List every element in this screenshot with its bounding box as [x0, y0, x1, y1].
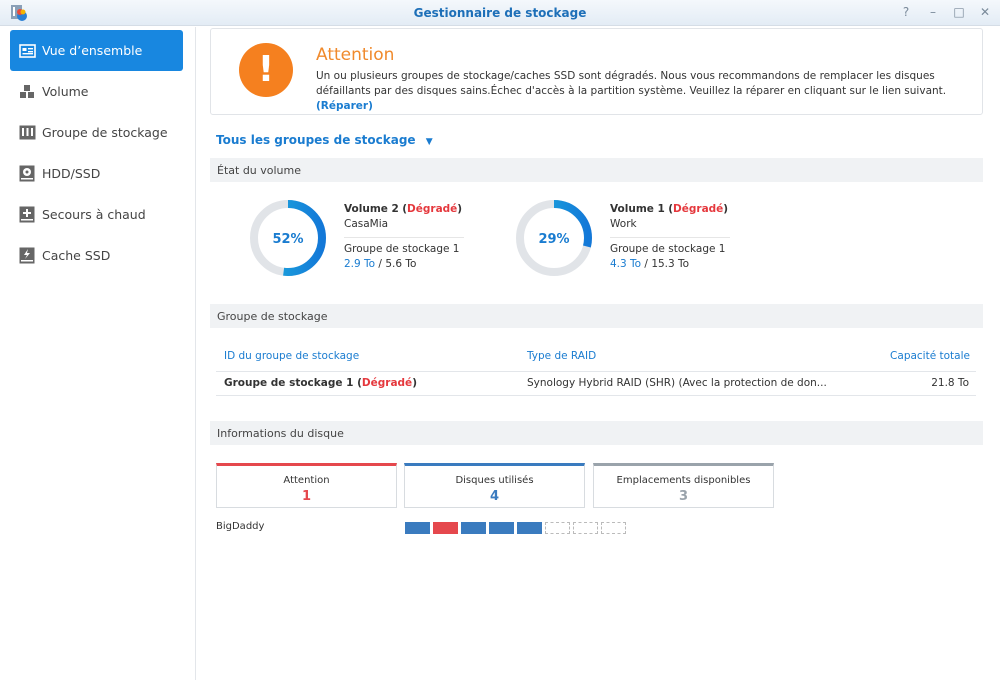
sidebar: Vue d’ensemble Volume Groupe de stockage… — [0, 27, 196, 680]
disk-slot-used[interactable] — [405, 522, 430, 534]
alert-message: Un ou plusieurs groupes de stockage/cach… — [316, 69, 976, 114]
pool-section-header: Groupe de stockage — [210, 304, 983, 328]
sidebar-item-ssd-cache[interactable]: Cache SSD — [10, 235, 183, 276]
card-label: Disques utilisés — [455, 475, 534, 486]
capacity-cell: 21.8 To — [931, 377, 969, 389]
pool-id: Groupe de stockage 1 — [224, 377, 354, 389]
disk-slot-empty[interactable] — [601, 522, 626, 534]
app-logo-icon — [11, 5, 27, 21]
sidebar-item-overview[interactable]: Vue d’ensemble — [10, 30, 183, 71]
volume-used: 2.9 To — [344, 258, 376, 270]
used-disks-card[interactable]: Disques utilisés 4 — [404, 463, 585, 508]
alert-text: Un ou plusieurs groupes de stockage/cach… — [316, 70, 947, 97]
donut-percent: 52% — [272, 232, 303, 247]
pool-filter-dropdown[interactable]: Tous les groupes de stockage ▼ — [216, 133, 433, 147]
sidebar-item-hdd-ssd[interactable]: HDD/SSD — [10, 153, 183, 194]
volume-name: Volume 2 — [344, 203, 399, 215]
overview-icon — [18, 42, 36, 60]
card-value: 4 — [489, 489, 500, 504]
hdd-icon — [18, 165, 36, 183]
disk-slot-empty[interactable] — [545, 522, 570, 534]
window-title: Gestionnaire de stockage — [413, 6, 587, 20]
title-bar: Gestionnaire de stockage ? – □ ✕ — [0, 0, 1000, 26]
volume-total: 15.3 To — [651, 258, 690, 270]
disk-slot-warning[interactable] — [433, 522, 458, 534]
column-header-raid-type[interactable]: Type de RAID — [527, 350, 597, 362]
repair-link[interactable]: (Réparer) — [316, 100, 373, 112]
donut-fill — [516, 200, 592, 276]
device-name: BigDaddy — [216, 521, 265, 532]
status-badge: Dégradé — [673, 203, 724, 215]
raid-type-cell: Synology Hybrid RAID (SHR) (Avec la prot… — [527, 377, 827, 389]
volume-used: 4.3 To — [610, 258, 642, 270]
volume-section-header: État du volume — [210, 158, 983, 182]
card-value: 1 — [301, 489, 312, 504]
close-icon[interactable]: ✕ — [979, 5, 991, 19]
disk-slot-used[interactable] — [489, 522, 514, 534]
volume-pool: Groupe de stockage 1 — [344, 243, 460, 255]
donut-percent: 29% — [538, 232, 569, 247]
sidebar-item-label: Groupe de stockage — [42, 125, 168, 140]
column-header-capacity[interactable]: Capacité totale — [890, 350, 970, 362]
ssd-cache-icon — [18, 247, 36, 265]
volume-total: 5.6 To — [385, 258, 417, 270]
card-label: Emplacements disponibles — [616, 475, 751, 486]
volume-pool: Groupe de stockage 1 — [610, 243, 726, 255]
sidebar-item-hot-spare[interactable]: Secours à chaud — [10, 194, 183, 235]
maximize-icon[interactable]: □ — [953, 5, 965, 19]
status-badge: Dégradé — [361, 377, 413, 389]
alert-title: Attention — [316, 45, 395, 65]
help-icon[interactable]: ? — [902, 5, 910, 19]
volume-name: Volume 1 — [610, 203, 665, 215]
chevron-down-icon: ▼ — [425, 137, 433, 147]
card-label: Attention — [283, 475, 330, 486]
disk-slot-empty[interactable] — [573, 522, 598, 534]
hot-spare-icon — [18, 206, 36, 224]
sidebar-item-label: Vue d’ensemble — [42, 43, 143, 58]
sidebar-item-storage-pool[interactable]: Groupe de stockage — [10, 112, 183, 153]
filter-label: Tous les groupes de stockage — [216, 133, 416, 147]
donut-fill — [250, 200, 326, 276]
volume-description: CasaMia — [344, 218, 389, 230]
warning-icon: ! — [239, 43, 293, 97]
sidebar-item-volume[interactable]: Volume — [10, 71, 183, 112]
volume-info[interactable]: Volume 2 (Dégradé) CasaMia Groupe de sto… — [344, 203, 464, 270]
volume-usage-donut: 52% — [250, 200, 326, 276]
status-badge: Dégradé — [407, 203, 458, 215]
card-value: 3 — [678, 489, 689, 504]
storage-pool-icon — [18, 124, 36, 142]
minimize-icon[interactable]: – — [930, 5, 936, 19]
sidebar-item-label: HDD/SSD — [42, 166, 101, 181]
sidebar-item-label: Cache SSD — [42, 248, 111, 263]
cubes-icon — [18, 83, 36, 101]
volume-description: Work — [610, 218, 637, 230]
disk-section-header: Informations du disque — [210, 421, 983, 445]
column-header-pool-id[interactable]: ID du groupe de stockage — [224, 350, 360, 362]
sidebar-item-label: Volume — [42, 84, 89, 99]
attention-card[interactable]: Attention 1 — [216, 463, 397, 508]
sidebar-item-label: Secours à chaud — [42, 207, 146, 222]
volume-usage-donut: 29% — [516, 200, 592, 276]
volume-info[interactable]: Volume 1 (Dégradé) Work Groupe de stocka… — [610, 203, 730, 270]
available-slots-card[interactable]: Emplacements disponibles 3 — [593, 463, 774, 508]
disk-slot-used[interactable] — [461, 522, 486, 534]
alert-banner: ! Attention Un ou plusieurs groupes de s… — [210, 28, 983, 115]
pool-id-cell: Groupe de stockage 1 (Dégradé) — [224, 377, 417, 389]
disk-slot-used[interactable] — [517, 522, 542, 534]
